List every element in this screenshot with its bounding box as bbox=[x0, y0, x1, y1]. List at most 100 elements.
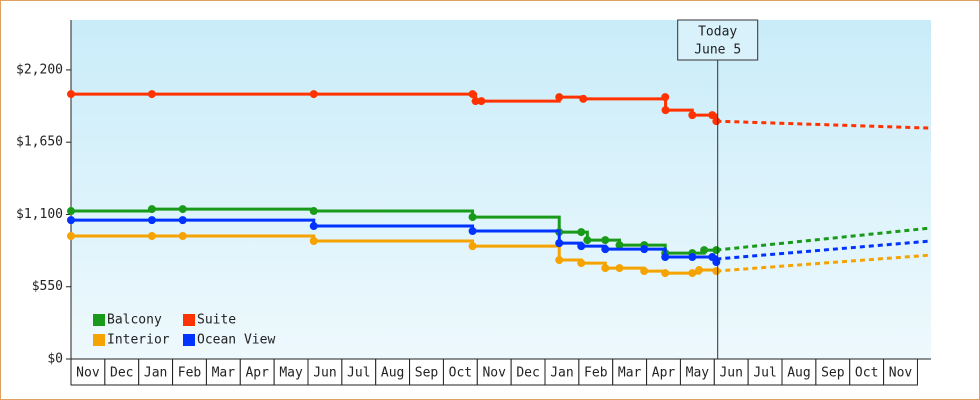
x-tick-label: Feb bbox=[584, 366, 608, 381]
x-tick-label: Nov bbox=[76, 366, 100, 381]
marker bbox=[468, 227, 477, 236]
marker bbox=[695, 266, 704, 275]
x-tick-label: May bbox=[279, 366, 303, 381]
x-tick-label: Jan bbox=[144, 366, 167, 381]
legend-label: Ocean View bbox=[197, 333, 275, 348]
x-tick-label: Sep bbox=[415, 366, 439, 381]
series-line bbox=[71, 207, 717, 255]
x-tick-label: Dec bbox=[516, 366, 539, 381]
legend-label: Suite bbox=[197, 313, 236, 328]
x-tick-label: Mar bbox=[212, 366, 236, 381]
marker bbox=[309, 237, 318, 246]
x-tick-label: Jun bbox=[313, 366, 336, 381]
marker bbox=[688, 111, 697, 120]
marker bbox=[147, 205, 156, 214]
x-tick-label: Aug bbox=[787, 366, 810, 381]
x-tick-label: Nov bbox=[482, 366, 506, 381]
x-tick-cell bbox=[442, 358, 478, 386]
plot-area bbox=[71, 20, 931, 359]
today-title: Today bbox=[698, 25, 737, 40]
x-tick-label: Jun bbox=[719, 366, 742, 381]
x-tick-label: Feb bbox=[178, 366, 202, 381]
marker bbox=[309, 90, 318, 99]
marker bbox=[309, 207, 318, 216]
marker bbox=[601, 236, 610, 245]
marker bbox=[471, 97, 480, 106]
x-tick-cell bbox=[138, 358, 174, 386]
marker bbox=[468, 213, 477, 222]
legend-swatch bbox=[93, 314, 105, 326]
marker bbox=[468, 242, 477, 251]
marker bbox=[640, 267, 649, 276]
x-tick-label: May bbox=[686, 366, 710, 381]
marker bbox=[601, 264, 610, 273]
legend-swatch bbox=[93, 334, 105, 346]
marker bbox=[147, 90, 156, 99]
y-tick-label: $0 bbox=[47, 352, 63, 367]
x-tick-cell bbox=[375, 358, 411, 386]
marker bbox=[712, 258, 721, 267]
marker bbox=[67, 90, 75, 99]
x-tick-label: Nov bbox=[889, 366, 913, 381]
marker bbox=[712, 246, 721, 255]
legend-label: Balcony bbox=[107, 313, 162, 328]
x-tick-cell bbox=[578, 358, 614, 386]
marker bbox=[615, 241, 624, 250]
marker bbox=[468, 90, 477, 99]
marker bbox=[577, 259, 586, 268]
x-tick-cell bbox=[307, 358, 343, 386]
x-tick-cell bbox=[476, 358, 512, 386]
x-tick-label: Dec bbox=[110, 366, 133, 381]
x-tick-cell bbox=[544, 358, 580, 386]
marker bbox=[712, 267, 721, 276]
marker bbox=[555, 93, 564, 102]
x-tick-label: Jul bbox=[347, 366, 370, 381]
x-tick-cell bbox=[104, 358, 140, 386]
x-tick-cell bbox=[713, 358, 749, 386]
x-tick-cell bbox=[70, 358, 106, 386]
x-tick-label: Aug bbox=[381, 366, 404, 381]
marker bbox=[577, 228, 586, 237]
x-tick-cell bbox=[679, 358, 715, 386]
x-tick-label: Sep bbox=[821, 366, 845, 381]
x-tick-label: Jan bbox=[550, 366, 573, 381]
marker bbox=[555, 256, 564, 265]
x-tick-cell bbox=[205, 358, 241, 386]
marker bbox=[178, 205, 187, 214]
marker bbox=[147, 216, 156, 225]
today-date: June 5 bbox=[694, 43, 741, 58]
marker bbox=[67, 216, 75, 225]
marker bbox=[615, 264, 624, 273]
marker bbox=[579, 94, 588, 103]
legend-swatch bbox=[183, 314, 195, 326]
marker bbox=[178, 232, 187, 241]
x-tick-label: Oct bbox=[855, 366, 878, 381]
x-tick-label: Apr bbox=[245, 366, 269, 381]
marker bbox=[712, 117, 721, 126]
marker bbox=[147, 232, 156, 241]
marker bbox=[708, 111, 717, 120]
x-tick-label: Mar bbox=[618, 366, 642, 381]
marker bbox=[67, 232, 75, 241]
marker bbox=[661, 253, 670, 262]
marker bbox=[309, 222, 318, 231]
marker bbox=[601, 245, 610, 254]
marker bbox=[583, 236, 592, 245]
x-tick-label: Apr bbox=[652, 366, 676, 381]
x-tick-cell bbox=[883, 358, 918, 386]
x-tick-cell bbox=[172, 358, 207, 386]
marker bbox=[67, 207, 75, 216]
y-tick-label: $550 bbox=[32, 279, 63, 294]
marker bbox=[700, 246, 709, 255]
today-box bbox=[677, 19, 759, 61]
y-tick-label: $1,650 bbox=[16, 135, 63, 150]
x-tick-cell bbox=[781, 358, 817, 386]
marker bbox=[661, 93, 670, 102]
x-tick-label: Jul bbox=[753, 366, 776, 381]
legend-swatch bbox=[183, 334, 195, 346]
x-tick-label: Oct bbox=[449, 366, 472, 381]
marker bbox=[555, 239, 564, 248]
marker bbox=[688, 269, 697, 278]
marker bbox=[577, 242, 586, 251]
